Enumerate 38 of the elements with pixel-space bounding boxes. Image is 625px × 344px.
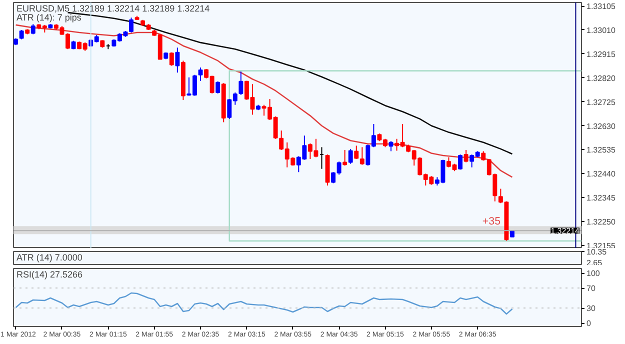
- y-tick-label: 70: [586, 284, 596, 293]
- y-tick-label: 1.32630: [586, 122, 616, 131]
- annotation: +35: [482, 216, 501, 228]
- y-tick-label: 100: [586, 269, 600, 278]
- y-tick-label: 1.32440: [586, 170, 616, 179]
- line-series: [15, 292, 513, 315]
- y-tick-label: 1.32725: [586, 98, 616, 107]
- candlestick: [360, 146, 364, 166]
- candlestick: [129, 17, 134, 33]
- candlestick: [464, 149, 468, 163]
- line-series: [15, 24, 513, 178]
- text: ATR (14): 7 pips: [16, 12, 82, 22]
- y-tick-label: 10.35: [586, 248, 608, 256]
- chart-title: ATR (14) 7.0000: [16, 252, 82, 262]
- chart-title: RSI(14) 27.5266: [16, 270, 83, 280]
- y-tick-label: 0: [586, 319, 592, 328]
- y-tick-label: 1.32250: [586, 218, 616, 227]
- y-tick-label: 1.32915: [586, 50, 616, 59]
- y-tick-label: 1.32345: [586, 194, 616, 203]
- y-tick-label: 1.32820: [586, 74, 616, 83]
- chart-title: EURUSD,M5 1.32189 1.32214 1.32189 1.32214: [16, 4, 210, 14]
- line-series: [67, 12, 513, 155]
- y-tick-label: 30: [586, 304, 596, 313]
- y-tick-label: 1.33010: [586, 26, 616, 35]
- candlestick: [198, 67, 203, 82]
- candlestick: [458, 154, 463, 170]
- candlestick: [216, 80, 220, 94]
- candlestick: [175, 47, 180, 74]
- candlestick: [30, 24, 36, 35]
- y-tick-label: 1.32535: [586, 146, 616, 155]
- candlestick: [342, 149, 348, 166]
- candlestick: [354, 145, 359, 160]
- candlestick: [169, 52, 174, 66]
- ref-line-label: 1.32214: [550, 226, 580, 236]
- y-tick-label: 1.33105: [586, 2, 616, 12]
- candlestick: [19, 29, 24, 40]
- candlestick: [238, 71, 244, 96]
- candlestick: [348, 148, 353, 164]
